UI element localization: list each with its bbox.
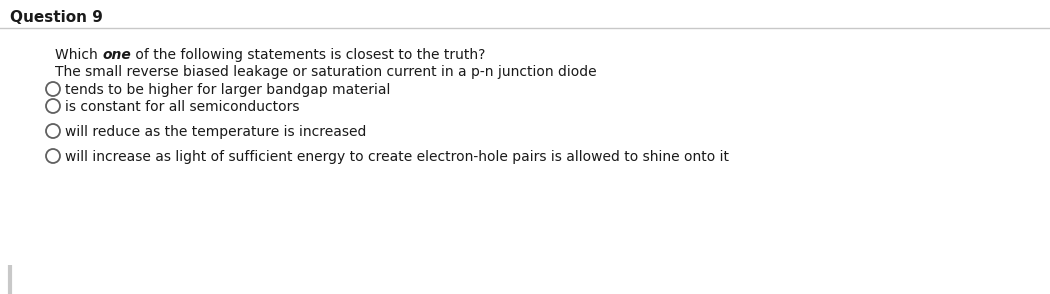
Text: one: one (102, 48, 131, 62)
Text: will increase as light of sufficient energy to create electron-hole pairs is all: will increase as light of sufficient ene… (65, 150, 729, 164)
Text: Which: Which (55, 48, 102, 62)
Text: tends to be higher for larger bandgap material: tends to be higher for larger bandgap ma… (65, 83, 391, 97)
Text: The small reverse biased leakage or saturation current in a p-n junction diode: The small reverse biased leakage or satu… (55, 65, 596, 79)
Text: Question 9: Question 9 (10, 10, 103, 25)
Text: will reduce as the temperature is increased: will reduce as the temperature is increa… (65, 125, 366, 139)
Text: of the following statements is closest to the truth?: of the following statements is closest t… (131, 48, 485, 62)
Text: is constant for all semiconductors: is constant for all semiconductors (65, 100, 299, 114)
